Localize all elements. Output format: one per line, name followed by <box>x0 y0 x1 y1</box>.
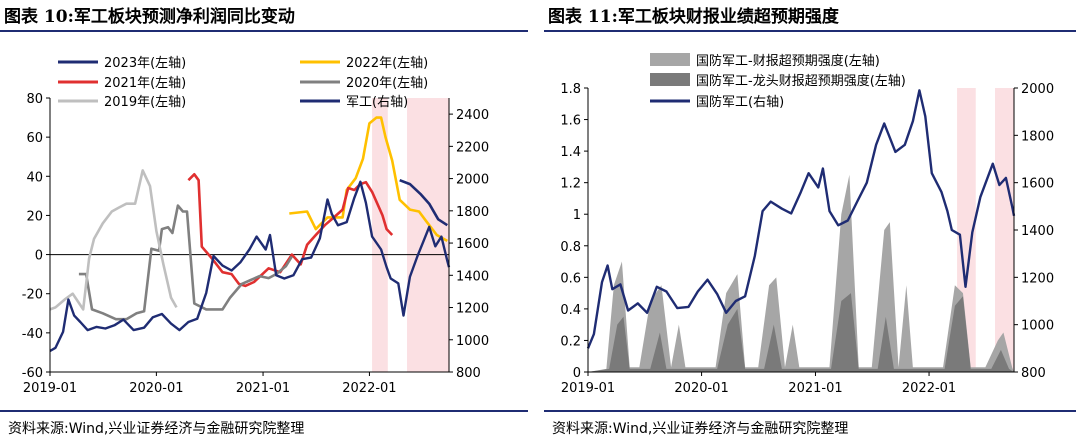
left-y-tick-label: 1.8 <box>560 82 581 97</box>
legend-label-国防军工-龙头财报超预期强度-左轴: 国防军工-龙头财报超预期强度(左轴) <box>696 73 906 89</box>
left-y-tick-label: 0.2 <box>560 334 581 349</box>
right-y-tick-label: 1800 <box>456 205 489 220</box>
x-tick-label: 2019-01 <box>561 381 615 396</box>
shaded-period-1 <box>372 98 388 372</box>
left-source-note: 资料来源:Wind,兴业证券经济与金融研究院整理 <box>8 421 305 437</box>
line-series-2020年-左轴 <box>78 204 294 321</box>
line-series-军工-右轴 <box>49 180 451 353</box>
right-y-tick-label: 1200 <box>1021 271 1054 286</box>
line-series-2021年-左轴 <box>187 173 394 288</box>
shaded-period-2 <box>995 88 1014 372</box>
legend-label-2020年-左轴: 2020年(左轴) <box>346 76 428 91</box>
left-y-tick-label: 1.4 <box>560 145 581 160</box>
left-y-tick-label: 80 <box>26 92 43 107</box>
line-series-2022年-左轴 <box>289 116 448 243</box>
right-chart-svg: 0 0.2 0.4 0.6 0.8 1 1.2 1.4 1.6 1.8 800 1000 1200 140… <box>560 53 1054 396</box>
left-y-tick-label: -20 <box>22 288 43 303</box>
area-series-国防军工-财报超预期强度-左轴 <box>588 174 1014 372</box>
x-tick-label: 2022-01 <box>342 381 396 396</box>
x-tick-label: 2022-01 <box>902 381 956 396</box>
x-tick-label: 2019-01 <box>23 381 77 396</box>
line-series-2023年-左轴 <box>399 178 449 227</box>
right-y-tick-label: 1000 <box>456 334 489 349</box>
right-bottom-rule <box>544 410 1076 412</box>
right-y-tick-label: 1400 <box>456 269 489 284</box>
left-y-tick-label: 0 <box>573 366 581 381</box>
left-y-tick-label: 40 <box>26 170 43 185</box>
left-chart-title: 图表 10:军工板块预测净利润同比变动 <box>4 7 295 27</box>
right-y-tick-label: 800 <box>456 366 481 381</box>
left-y-tick-label: 60 <box>26 131 43 146</box>
legend-label-国防军工-财报超预期强度-左轴: 国防军工-财报超预期强度(左轴) <box>696 53 880 69</box>
right-chart-panel: 图表 11:军工板块财报业绩超预期强度 0 0.2 0.4 0.6 0.8 1 1.2 1.4… <box>544 0 1080 444</box>
left-y-tick-label: 0.6 <box>560 271 581 286</box>
left-y-tick-label: -40 <box>22 327 43 342</box>
legend-swatch-国防军工-龙头财报超预期强度-左轴 <box>650 73 690 86</box>
line-series-2019年-左轴 <box>49 169 178 311</box>
legend-label-2019年-左轴: 2019年(左轴) <box>104 95 186 110</box>
right-y-tick-label: 1600 <box>1021 177 1054 192</box>
right-y-tick-label: 1200 <box>456 302 489 317</box>
x-tick-label: 2020-01 <box>674 381 728 396</box>
right-top-rule <box>544 30 1076 32</box>
right-y-tick-label: 1400 <box>1021 224 1054 239</box>
legend-swatch-国防军工-财报超预期强度-左轴 <box>650 53 690 66</box>
legend-label-国防军工-右轴: 国防军工(右轴) <box>696 94 784 110</box>
right-y-tick-label: 2000 <box>456 173 489 188</box>
legend-label-军工-右轴: 军工(右轴) <box>346 95 408 110</box>
right-y-tick-label: 2200 <box>456 140 489 155</box>
right-y-tick-label: 2000 <box>1021 82 1054 97</box>
left-y-tick-label: -60 <box>22 366 43 381</box>
right-y-tick-label: 800 <box>1021 366 1046 381</box>
right-y-tick-label: 1800 <box>1021 129 1054 144</box>
left-y-tick-label: 20 <box>26 209 43 224</box>
left-y-tick-label: 1 <box>573 208 581 223</box>
left-chart-panel: 图表 10:军工板块预测净利润同比变动 -60 -40 -20 0 20 40 60 80 80… <box>0 0 532 444</box>
legend-label-2021年-左轴: 2021年(左轴) <box>104 76 186 91</box>
left-y-tick-label: 0 <box>35 249 43 264</box>
line-series-国防军工-右轴 <box>586 89 1016 349</box>
x-tick-label: 2021-01 <box>788 381 842 396</box>
left-top-rule <box>0 30 528 32</box>
x-tick-label: 2021-01 <box>236 381 290 396</box>
left-y-tick-label: 0.4 <box>560 303 581 318</box>
left-y-tick-label: 1.6 <box>560 114 581 129</box>
left-chart-svg: -60 -40 -20 0 20 40 60 80 800 1000 1200 1400 1600 180… <box>22 56 489 396</box>
right-y-tick-label: 2400 <box>456 108 489 123</box>
x-tick-label: 2020-01 <box>129 381 183 396</box>
right-chart-title: 图表 11:军工板块财报业绩超预期强度 <box>548 7 839 27</box>
legend-label-2023年-左轴: 2023年(左轴) <box>104 56 186 71</box>
left-y-tick-label: 0.8 <box>560 240 581 255</box>
left-y-tick-label: 1.2 <box>560 177 581 192</box>
shaded-period-2 <box>407 98 449 372</box>
left-bottom-rule <box>0 410 528 412</box>
right-y-tick-label: 1000 <box>1021 319 1054 334</box>
legend-label-2022年-左轴: 2022年(左轴) <box>346 56 428 71</box>
right-y-tick-label: 1600 <box>456 237 489 252</box>
right-source-note: 资料来源:Wind,兴业证券经济与金融研究院整理 <box>552 421 849 437</box>
